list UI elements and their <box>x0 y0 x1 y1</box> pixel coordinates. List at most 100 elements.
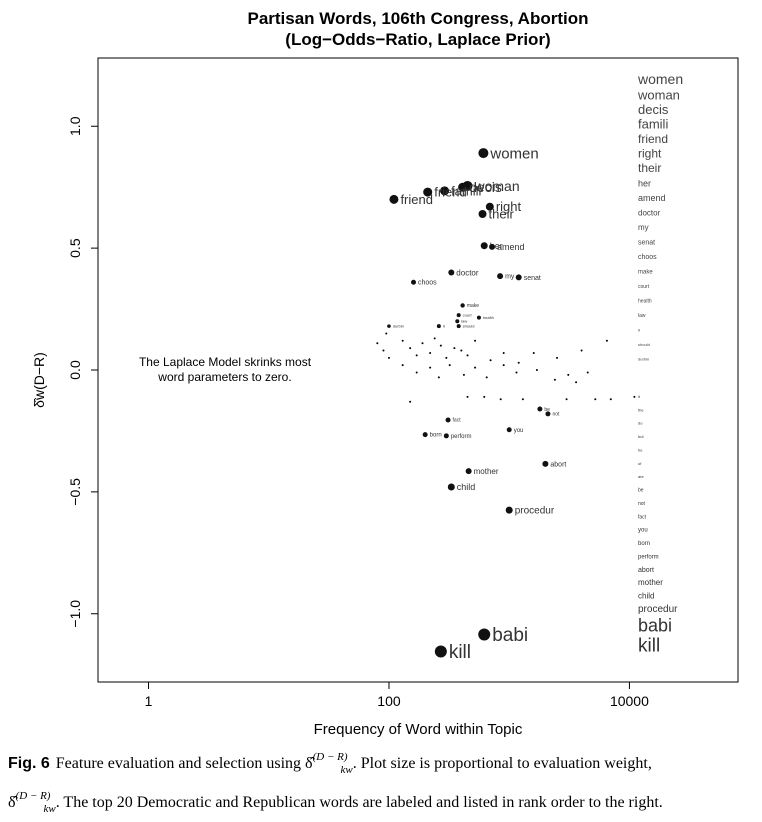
y-tick-label: 1.0 <box>67 116 83 136</box>
rank-list-dem-word: should <box>638 342 650 347</box>
rank-list-dem-word: right <box>638 147 662 161</box>
data-point-small <box>401 364 404 367</box>
rank-list-dem-word: decis <box>638 102 669 117</box>
data-point-small <box>633 395 636 398</box>
y-tick-label: −0.5 <box>67 478 83 506</box>
data-point-label: women <box>489 145 538 162</box>
rank-list-rep-word: born <box>638 541 650 547</box>
data-point <box>455 319 460 324</box>
data-point-small <box>421 342 424 345</box>
data-point-label: famili <box>451 183 481 198</box>
data-point <box>537 406 543 412</box>
data-point-small <box>565 398 568 401</box>
data-point <box>506 427 512 433</box>
rank-list-rep-word: kill <box>638 636 660 657</box>
data-point-label: friend <box>400 192 433 207</box>
data-point-small <box>466 395 469 398</box>
data-point-small <box>462 373 465 376</box>
caption-text-1: Feature evaluation and selection using <box>55 755 306 772</box>
data-point <box>436 324 441 329</box>
data-point-label: choos <box>418 280 437 287</box>
data-point <box>387 324 391 328</box>
data-point-small <box>415 371 418 374</box>
data-point-label: her <box>490 241 503 251</box>
data-point-small <box>376 342 379 345</box>
data-point-label: abort <box>550 461 566 468</box>
data-point-label: senat <box>524 275 541 282</box>
data-point-label: decis <box>469 179 502 195</box>
data-point-small <box>453 347 456 350</box>
data-point-small <box>385 332 388 335</box>
data-point <box>542 460 549 467</box>
scatter-plot: 1 100 10000 Frequency of Word within Topic 1… <box>31 57 739 738</box>
data-point-label: amend <box>497 242 525 252</box>
data-point-label: fact <box>453 418 462 424</box>
x-axis-label: Frequency of Word within Topic <box>314 721 523 738</box>
data-point-small <box>499 398 502 401</box>
rank-list-rep-word: are <box>638 474 645 479</box>
data-point <box>545 411 551 417</box>
data-point <box>465 468 472 475</box>
annotation-text: The Laplace Model skrinks most <box>139 355 312 369</box>
rank-list-dem-word: my <box>638 223 649 232</box>
data-point-small <box>401 339 404 342</box>
data-point-label: woman <box>474 178 520 194</box>
data-point-small <box>586 371 589 374</box>
rank-list-rep-word: do <box>638 421 643 426</box>
data-point-small <box>429 351 432 354</box>
data-point-small <box>605 339 608 342</box>
rank-list-rep-word: you <box>638 528 648 534</box>
rank-list-rep-word: mother <box>638 578 663 587</box>
rank-list-rep-word: abort <box>638 567 654 574</box>
rank-list-dem-word: choos <box>638 254 657 261</box>
data-point-small <box>433 337 436 340</box>
caption-delta-1: δ̂(D − R)kw <box>305 751 353 776</box>
rank-list-dem-word: it <box>638 328 641 333</box>
rank-list-dem-word: doctor <box>638 209 661 218</box>
data-point <box>422 432 428 438</box>
chart-title: Partisan Words, 106th Congress, Abortion… <box>98 8 738 50</box>
data-point-small <box>474 366 477 369</box>
data-point <box>478 628 491 641</box>
data-point-small <box>409 347 412 350</box>
data-point-label: health <box>483 315 494 320</box>
data-point <box>476 315 481 320</box>
rank-list-dem-word: amend <box>638 193 666 203</box>
data-point-label: not <box>552 412 560 418</box>
data-point-label: babi <box>492 625 528 646</box>
data-point <box>480 242 488 250</box>
data-point-small <box>474 339 477 342</box>
data-point <box>423 187 433 197</box>
data-point-label: kill <box>449 642 471 663</box>
data-point-label: their <box>489 207 515 222</box>
data-point-small <box>382 349 385 352</box>
data-point <box>505 506 513 514</box>
annotation-text: word parameters to zero. <box>157 370 291 384</box>
rank-list-rep-word: it <box>638 394 641 399</box>
x-tick-label: 10000 <box>610 693 649 709</box>
data-point <box>460 303 465 308</box>
x-tick-label: 1 <box>145 693 153 709</box>
data-point-small <box>575 381 578 384</box>
rank-list-dem-word: her <box>638 179 651 189</box>
data-point-label: durbin <box>393 324 404 329</box>
rank-list-rep-word: of <box>638 461 642 466</box>
y-tick-label: 0.0 <box>67 360 83 380</box>
rank-list-dem-word: women <box>637 71 683 87</box>
y-tick-label: −1.0 <box>67 600 83 628</box>
data-point-label: friend <box>434 185 467 200</box>
caption-delta-2: δ̂(D − R)kw <box>8 790 56 815</box>
x-tick-label: 100 <box>377 693 401 709</box>
rank-list-rep-word: procedur <box>638 604 678 615</box>
data-point <box>389 194 399 204</box>
data-point-small <box>448 364 451 367</box>
data-point-label: should <box>463 324 475 329</box>
data-point-small <box>387 356 390 359</box>
rank-list-dem-word: make <box>638 270 653 276</box>
data-point <box>447 483 455 491</box>
data-point-small <box>502 351 505 354</box>
rank-list-dem-word: friend <box>638 132 668 146</box>
data-point-small <box>609 398 612 401</box>
data-point-small <box>466 354 469 357</box>
caption-text-3: . The top 20 Democratic and Republican w… <box>55 794 663 811</box>
